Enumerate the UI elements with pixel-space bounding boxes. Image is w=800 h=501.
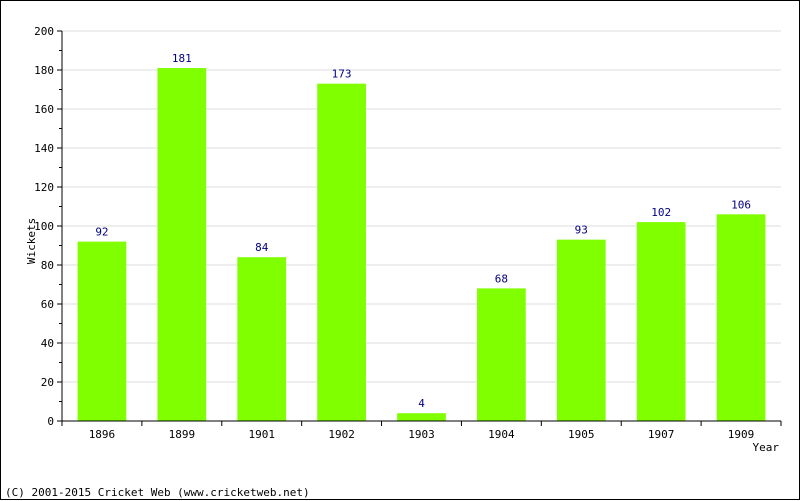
- bar: [477, 288, 526, 421]
- x-tick-label: 1909: [728, 428, 755, 441]
- bar: [397, 413, 446, 421]
- bar: [716, 214, 766, 421]
- x-axis-label: Year: [753, 441, 780, 454]
- x-tick-label: 1899: [169, 428, 196, 441]
- y-tick-label: 160: [34, 103, 54, 116]
- y-tick-label: 200: [34, 25, 54, 38]
- x-tick-label: 1907: [648, 428, 675, 441]
- bar-value-label: 93: [575, 224, 588, 237]
- x-tick-label: 1903: [408, 428, 435, 441]
- x-tick-label: 1904: [488, 428, 515, 441]
- y-tick-label: 180: [34, 64, 54, 77]
- copyright-footer: (C) 2001-2015 Cricket Web (www.cricketwe…: [5, 486, 310, 499]
- x-tick-label: 1902: [328, 428, 355, 441]
- bar-value-label: 68: [495, 272, 508, 285]
- y-tick-label: 60: [41, 298, 54, 311]
- y-tick-label: 40: [41, 337, 54, 350]
- y-tick-label: 0: [47, 415, 54, 428]
- bar: [77, 241, 127, 421]
- bar-value-label: 92: [95, 226, 108, 239]
- bar-value-label: 4: [418, 397, 425, 410]
- y-axis-label: Wickets: [25, 218, 38, 264]
- y-tick-label: 140: [34, 142, 54, 155]
- bar-value-label: 102: [651, 206, 671, 219]
- bars: 92 181 84 173 4 68 93 102 106: [77, 52, 766, 422]
- bar: [556, 239, 606, 421]
- bar-value-label: 181: [172, 52, 192, 65]
- bar-value-label: 106: [731, 198, 751, 211]
- axes: 0 20 40 60 80 100 120 140 160 180 200 1896 1899 1901 1…: [34, 25, 782, 441]
- bar: [157, 68, 207, 422]
- y-tick-label: 80: [41, 259, 54, 272]
- bar-value-label: 173: [332, 68, 352, 81]
- bar: [317, 83, 366, 422]
- x-tick-label: 1896: [89, 428, 116, 441]
- y-tick-label: 120: [34, 181, 54, 194]
- bar: [636, 222, 686, 421]
- x-tick-label: 1901: [248, 428, 275, 441]
- x-tick-label: 1905: [568, 428, 595, 441]
- bar-value-label: 84: [255, 241, 269, 254]
- bar: [237, 257, 287, 421]
- y-tick-label: 100: [34, 220, 54, 233]
- y-tick-label: 20: [41, 376, 54, 389]
